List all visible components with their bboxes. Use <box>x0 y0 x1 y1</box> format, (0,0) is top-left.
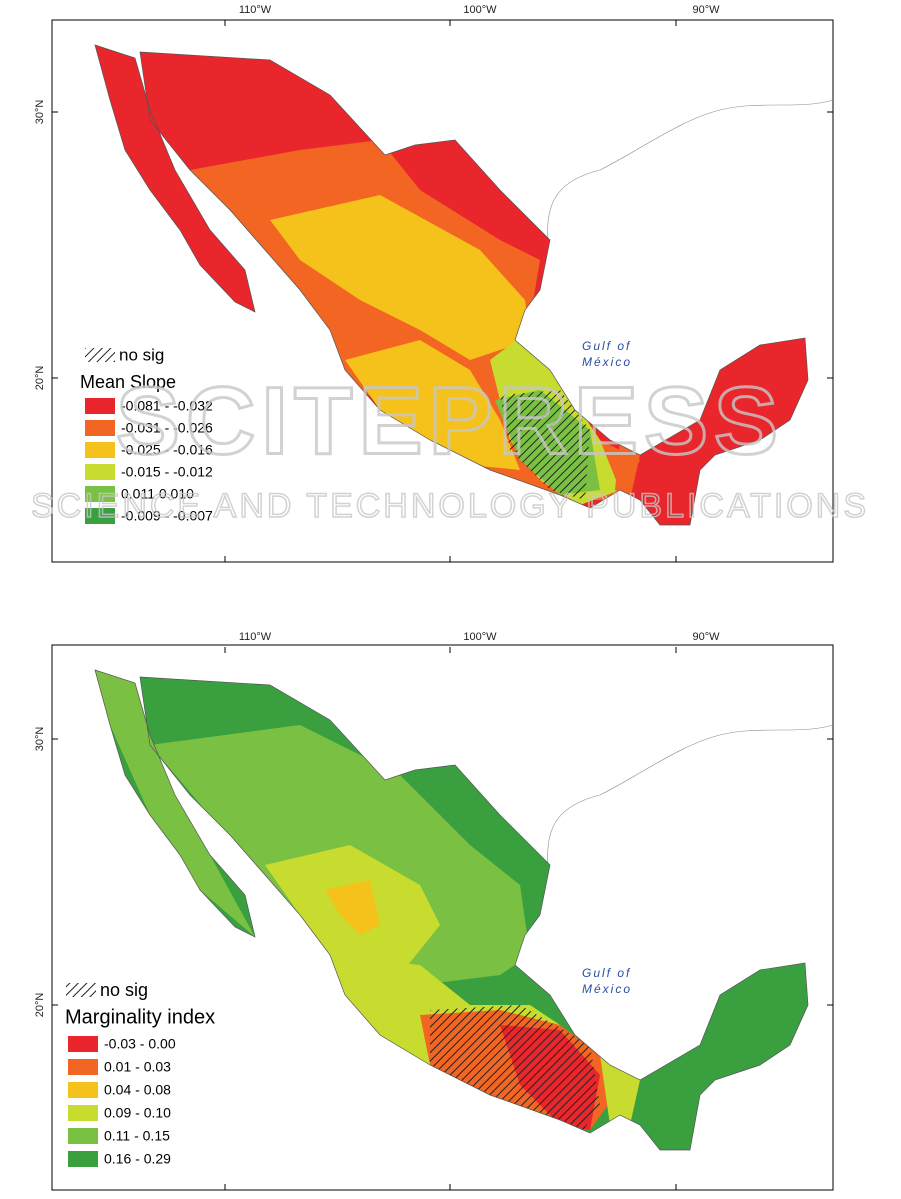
map-panel <box>51 644 834 1191</box>
country-outline <box>94 669 809 1151</box>
sea-label: Gulf of <box>582 966 631 980</box>
longitude-label: 100°W <box>463 4 497 16</box>
legend-label: -0.03 - 0.00 <box>104 1036 176 1052</box>
legend-swatch <box>68 1151 98 1167</box>
watermark-tagline: SCIENCE AND TECHNOLOGY PUBLICATIONS <box>31 487 869 525</box>
latitude-label: 30°N <box>34 100 46 125</box>
legend-swatch <box>85 486 115 502</box>
latitude-label: 20°N <box>34 993 46 1018</box>
coastline <box>547 724 834 866</box>
country-outline <box>94 44 809 526</box>
legend-swatch <box>68 1128 98 1144</box>
longitude-label: 110°W <box>239 4 272 16</box>
legend-title: Mean Slope <box>80 372 176 392</box>
longitude-label: 110°W <box>239 631 272 643</box>
legend-label: -0.081 - -0.032 <box>121 398 213 414</box>
legend-swatch <box>85 508 115 524</box>
latitude-label: 20°N <box>34 366 46 391</box>
watermark: SCITEPRESS SCIENCE AND TECHNOLOGY PUBLIC… <box>30 366 869 526</box>
longitude-label: 100°W <box>463 631 497 643</box>
latitude-label: 30°N <box>34 727 46 752</box>
legend-label: 0.11 - 0.15 <box>104 1128 170 1144</box>
sea-label: México <box>582 982 632 996</box>
legend-swatch <box>85 420 115 436</box>
sea-label: México <box>582 355 632 369</box>
legend-swatch <box>85 398 115 414</box>
legend-label: 0.01 - 0.03 <box>104 1059 171 1075</box>
legend-hatch-label: no sig <box>119 345 164 364</box>
sea-label: Gulf of <box>582 339 631 353</box>
legend-label: -0.025 - -0.016 <box>121 442 213 458</box>
legend-swatch <box>68 1082 98 1098</box>
map-panel <box>51 19 834 563</box>
legend-hatch-label: no sig <box>100 980 148 1000</box>
hatch-swatch <box>66 983 96 997</box>
legend-swatch <box>68 1036 98 1052</box>
legend-title: Marginality index <box>65 1006 215 1028</box>
legend-swatch <box>85 442 115 458</box>
longitude-label: 90°W <box>692 631 720 643</box>
legend-label: -0.031 - -0.026 <box>121 420 213 436</box>
legend-swatch <box>68 1105 98 1121</box>
watermark-brand: SCITEPRESS <box>116 367 784 474</box>
legend-label: -0.015 - -0.012 <box>121 464 213 480</box>
legend-label: 0.011 0.010 <box>121 486 194 502</box>
legend-label: -0.009 - -0.007 <box>121 508 213 524</box>
legend-label: 0.09 - 0.10 <box>104 1105 171 1121</box>
legend-swatch <box>68 1059 98 1075</box>
longitude-label: 90°W <box>692 4 720 16</box>
coastline <box>547 99 834 241</box>
legend-swatch <box>85 464 115 480</box>
hatch-swatch <box>85 348 115 362</box>
legend-label: 0.16 - 0.29 <box>104 1151 171 1167</box>
legend-label: 0.04 - 0.08 <box>104 1082 171 1098</box>
